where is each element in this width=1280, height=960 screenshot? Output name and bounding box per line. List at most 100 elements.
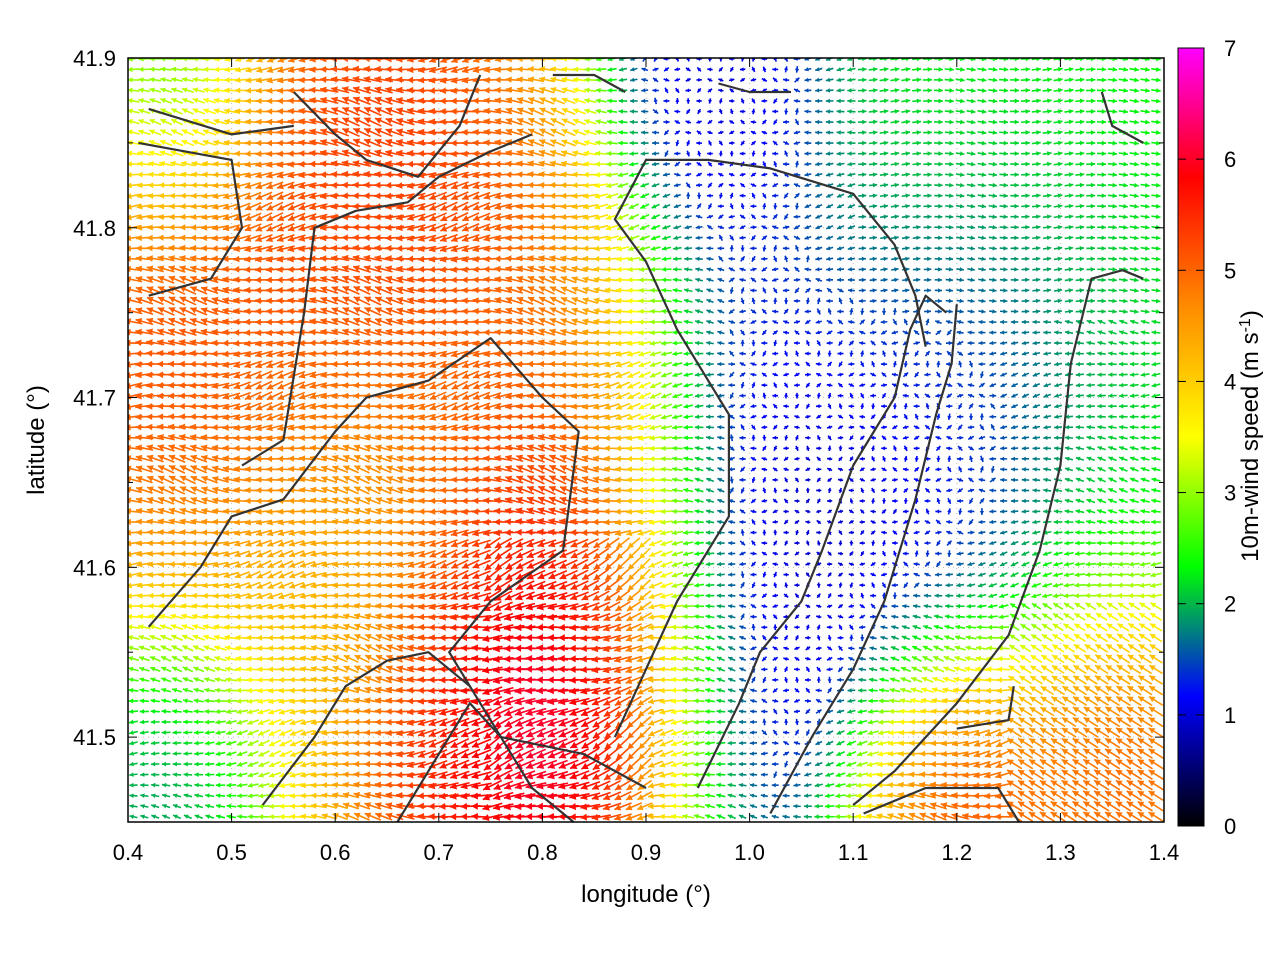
wind-arrow-head	[375, 812, 383, 819]
wind-arrow-head	[1094, 759, 1101, 766]
wind-arrow-head	[889, 698, 895, 704]
wind-arrow-head	[183, 804, 189, 809]
wind-arrow-head	[973, 792, 980, 800]
wind-arrow-head	[1105, 738, 1112, 745]
wind-arrow-head	[374, 708, 381, 715]
wind-arrow-head	[1104, 790, 1112, 797]
wind-arrow-head	[321, 782, 328, 789]
wind-arrow-head	[290, 751, 296, 757]
wind-arrow-head	[353, 802, 361, 809]
wind-arrow-head	[899, 708, 905, 715]
wind-arrow-head	[439, 802, 446, 810]
wind-arrow-head	[226, 793, 231, 799]
wind-arrow-head	[547, 730, 556, 738]
wind-arrow-head	[835, 793, 841, 799]
wind-arrow-head	[659, 709, 666, 715]
wind-arrow-head	[1115, 812, 1123, 818]
wind-arrow-head	[716, 698, 722, 704]
wind-arrow-head	[793, 793, 798, 798]
wind-arrow-head	[279, 793, 285, 799]
wind-arrow-head	[1061, 728, 1069, 734]
wind-arrow-head	[1028, 769, 1036, 776]
wind-arrow-head	[215, 708, 220, 715]
wind-arrow-head	[1094, 812, 1101, 818]
wind-arrow-head	[898, 740, 905, 747]
wind-arrow-head	[396, 792, 403, 799]
wind-arrow-head	[194, 751, 199, 756]
wind-arrow-head	[867, 751, 873, 757]
wind-arrow-head	[762, 730, 767, 735]
wind-arrow-head	[749, 783, 755, 788]
wind-arrow-head	[760, 804, 766, 809]
wind-arrow-head	[172, 793, 178, 798]
wind-arrow-head	[648, 751, 655, 758]
wind-arrow-head	[727, 772, 732, 777]
wind-arrow-head	[342, 718, 349, 726]
wind-arrow-head	[300, 782, 306, 789]
wind-arrow-head	[814, 803, 819, 809]
wind-arrow-head	[151, 804, 156, 809]
wind-arrow-head	[493, 803, 501, 811]
wind-arrow-head	[172, 772, 178, 777]
wind-arrow-head	[1007, 769, 1014, 776]
wind-arrow-head	[627, 753, 635, 760]
wind-arrow-head	[670, 772, 677, 778]
wind-arrow-head	[614, 794, 622, 801]
wind-arrow-head	[995, 751, 1003, 758]
wind-arrow-head	[258, 730, 264, 736]
wind-arrow-head	[648, 719, 655, 726]
wind-arrow-head	[129, 751, 134, 756]
wind-arrow-head	[671, 740, 677, 747]
wind-arrow-head	[897, 781, 904, 788]
wind-arrow-head	[941, 708, 948, 715]
wind-arrow-head	[279, 813, 285, 820]
wind-arrow-head	[471, 751, 480, 759]
wind-arrow-head	[364, 760, 370, 768]
wind-arrow-head	[494, 763, 502, 770]
wind-arrow-head	[558, 782, 566, 790]
wind-arrow-head	[727, 698, 733, 704]
wind-arrow-head	[311, 813, 317, 820]
wind-arrow-head	[659, 730, 666, 736]
wind-arrow-head	[1126, 790, 1134, 797]
wind-arrow-head	[1115, 790, 1123, 797]
wind-arrow-head	[866, 782, 872, 789]
wind-arrow-head	[1028, 790, 1036, 797]
wind-arrow-head	[193, 708, 199, 714]
wind-arrow-head	[536, 730, 545, 738]
wind-arrow-head	[670, 698, 677, 704]
wind-arrow-head	[647, 698, 654, 705]
wind-arrow-head	[289, 698, 296, 705]
wind-arrow-head	[984, 761, 992, 769]
wind-arrow-head	[1094, 748, 1101, 755]
wind-arrow-head	[1050, 749, 1058, 755]
wind-arrow-head	[417, 802, 424, 810]
wind-arrow-head	[205, 782, 210, 788]
wind-arrow-head	[494, 773, 502, 780]
wind-arrow-head	[793, 782, 798, 788]
wind-arrow-head	[627, 732, 634, 739]
wind-arrow-head	[204, 761, 210, 767]
wind-arrow-head	[814, 782, 820, 788]
wind-arrow-head	[343, 812, 350, 819]
wind-arrow-head	[536, 708, 544, 716]
wind-arrow-head	[591, 699, 600, 706]
wind-arrow-head	[603, 793, 611, 801]
wind-arrow-head	[428, 741, 437, 748]
wind-arrow-head	[332, 718, 338, 726]
wind-arrow-head	[310, 740, 318, 747]
wind-arrow-head	[471, 719, 479, 727]
wind-arrow-head	[406, 771, 414, 779]
wind-arrow-head	[784, 752, 789, 756]
wind-arrow-head	[204, 698, 210, 704]
wind-arrow-head	[1050, 738, 1058, 745]
wind-arrow-head	[637, 699, 645, 706]
wind-arrow-head	[385, 802, 393, 809]
wind-arrow-head	[172, 698, 178, 704]
wind-arrow-head	[1051, 707, 1058, 713]
wind-arrow-head	[1061, 759, 1069, 766]
wind-arrow-head	[428, 813, 435, 821]
wind-arrow-head	[1115, 759, 1123, 766]
wind-arrow-head	[194, 740, 199, 746]
wind-arrow-head	[247, 814, 253, 820]
